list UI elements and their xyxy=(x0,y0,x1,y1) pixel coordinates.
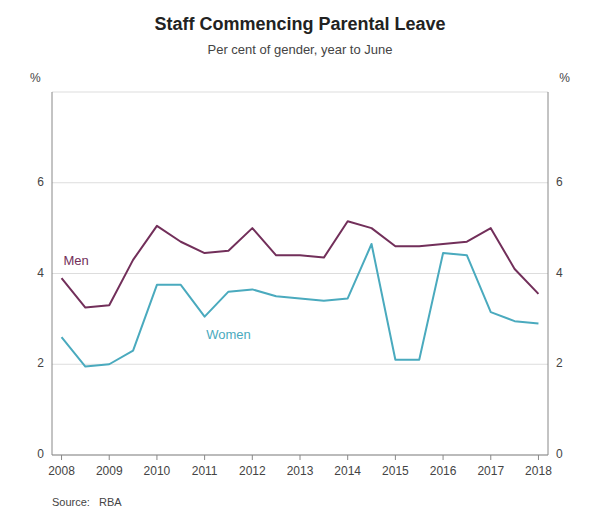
x-tick-label: 2009 xyxy=(96,464,123,478)
subtitle: Per cent of gender, year to June xyxy=(207,42,392,57)
y2-tick-label: 4 xyxy=(556,266,563,280)
x-tick-label: 2013 xyxy=(287,464,314,478)
y2-tick-label: 2 xyxy=(556,356,563,370)
x-tick-label: 2010 xyxy=(144,464,171,478)
y-axis-label: % xyxy=(30,71,41,85)
x-tick xyxy=(156,455,157,460)
chart: Staff Commencing Parental Leave Per cent … xyxy=(0,0,600,520)
x-tick-label: 2011 xyxy=(192,464,218,478)
x-tick xyxy=(204,455,205,460)
line xyxy=(62,221,539,307)
x-tick-label: 2017 xyxy=(477,464,504,478)
x-tick xyxy=(109,455,110,460)
x-tick-label: 2015 xyxy=(382,464,409,478)
x-tick xyxy=(443,455,444,460)
source: Source: RBA xyxy=(52,496,122,508)
y-axis-line xyxy=(52,92,53,455)
y-tick-label: 6 xyxy=(37,175,44,189)
y2-axis-line xyxy=(548,92,549,455)
x-tick-label: 2018 xyxy=(525,464,552,478)
series-label: Men xyxy=(64,253,89,268)
grid-line xyxy=(52,182,548,183)
x-tick xyxy=(538,455,539,460)
line xyxy=(62,244,539,367)
x-tick xyxy=(347,455,348,460)
x-tick-label: 2014 xyxy=(334,464,361,478)
x-tick-label: 2016 xyxy=(430,464,457,478)
x-tick xyxy=(490,455,491,460)
series-label: Women xyxy=(206,327,251,342)
x-tick xyxy=(61,455,62,460)
y-tick-label: 2 xyxy=(37,356,44,370)
grid-line xyxy=(52,92,548,93)
x-tick xyxy=(395,455,396,460)
grid-line xyxy=(52,364,548,365)
grid xyxy=(52,92,548,455)
y2-axis-label: % xyxy=(559,71,570,85)
x-tick-label: 2012 xyxy=(239,464,266,478)
y2-tick-label: 6 xyxy=(556,175,563,189)
y2-tick-label: 0 xyxy=(556,447,563,461)
y-tick-label: 0 xyxy=(37,447,44,461)
x-tick-label: 2008 xyxy=(48,464,75,478)
x-tick xyxy=(300,455,301,460)
y-tick-label: 4 xyxy=(37,266,44,280)
x-tick xyxy=(252,455,253,460)
title: Staff Commencing Parental Leave xyxy=(154,14,445,34)
lines xyxy=(62,221,539,366)
